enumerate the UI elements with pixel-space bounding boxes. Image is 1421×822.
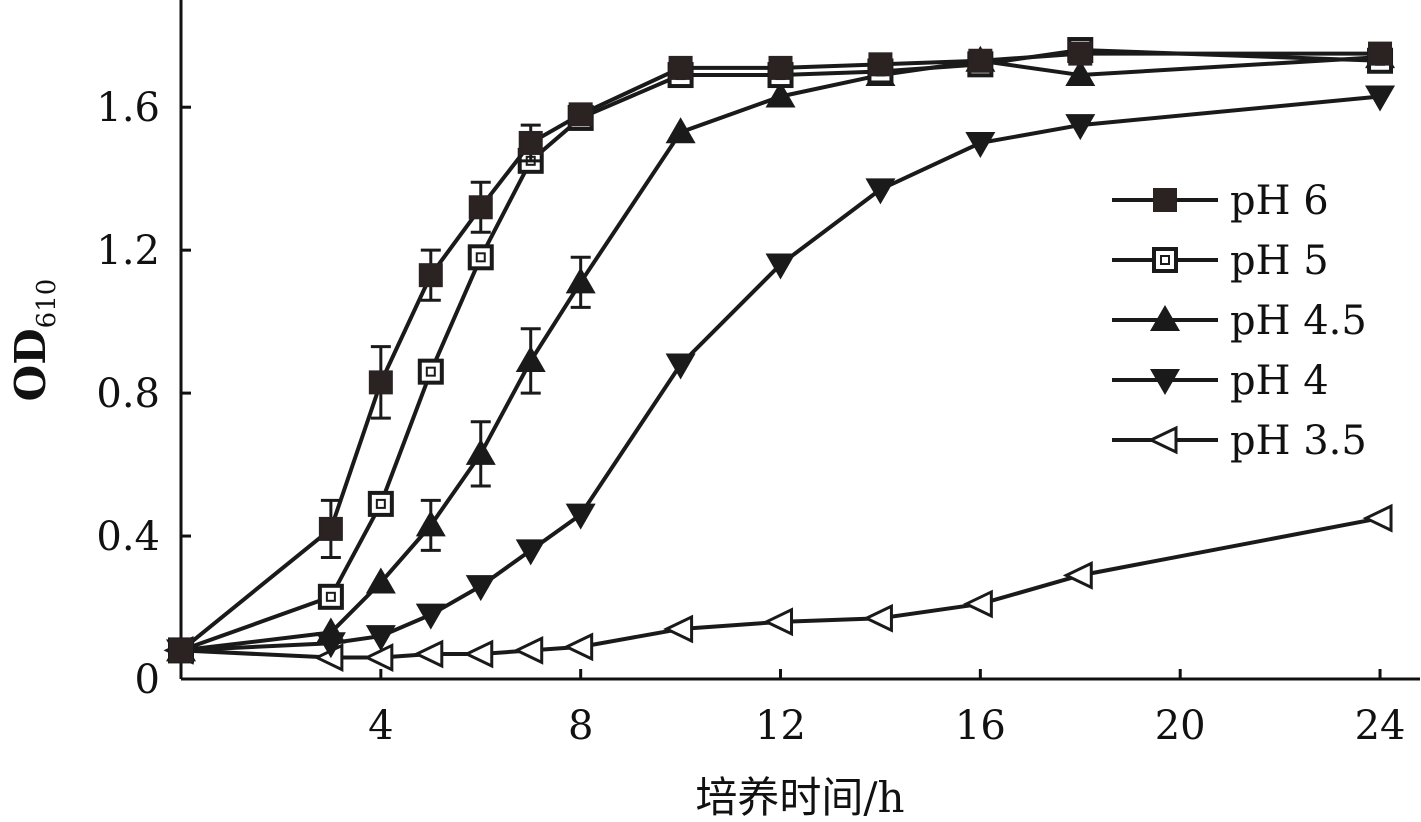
data-point	[968, 48, 993, 73]
legend-item: pH 4	[1112, 358, 1329, 404]
x-tick-label: 12	[755, 703, 806, 749]
legend: pH 6 pH 5 pH 4.5 pH 4 pH 3.5	[1112, 178, 1367, 464]
data-point	[962, 589, 993, 619]
data-point	[565, 267, 596, 294]
series-ph-4	[166, 85, 1396, 666]
series-line	[180, 48, 1381, 653]
data-point	[1362, 503, 1393, 533]
x-tick-label: 4	[368, 703, 393, 749]
data-point	[515, 539, 546, 566]
data-point	[518, 130, 543, 155]
y-tick-label: 0.8	[96, 371, 160, 417]
data-point	[465, 575, 496, 602]
data-point	[965, 131, 996, 158]
data-point	[665, 117, 696, 144]
data-point	[365, 567, 396, 594]
y-axis-title-subscript: 610	[32, 279, 62, 329]
legend-label: pH 4.5	[1230, 298, 1367, 344]
data-point	[768, 55, 793, 80]
marker-center	[375, 498, 386, 509]
data-point	[568, 102, 593, 127]
data-point	[1368, 41, 1393, 66]
y-axis-title: OD610	[6, 279, 62, 402]
data-point	[515, 345, 546, 372]
series-ph-6	[169, 41, 1393, 663]
data-point	[868, 52, 893, 77]
data-point	[1365, 85, 1396, 112]
data-point	[663, 614, 694, 644]
data-point	[363, 643, 394, 672]
legend-item: pH 6	[1112, 178, 1329, 224]
legend-marker	[1150, 305, 1180, 331]
series-ph-4-5	[166, 42, 1396, 662]
data-point	[468, 195, 493, 220]
data-point	[1065, 114, 1096, 141]
data-point	[417, 358, 444, 385]
data-point	[513, 636, 544, 665]
series-ph-3-5	[163, 503, 1393, 672]
data-point	[1065, 60, 1096, 87]
data-point	[765, 81, 796, 108]
x-tick-label: 20	[1155, 703, 1206, 749]
y-tick-label: 1.2	[96, 228, 160, 274]
legend-item: pH 4.5	[1112, 298, 1367, 344]
legend-label: pH 6	[1230, 178, 1329, 224]
series-layer	[163, 37, 1396, 672]
marker-center	[475, 252, 486, 263]
data-point	[367, 490, 394, 517]
data-point	[862, 603, 893, 633]
legend-marker	[1153, 188, 1177, 212]
data-point	[668, 55, 693, 80]
marker-center	[425, 366, 436, 377]
legend-marker	[1152, 247, 1178, 273]
series-ph-5	[168, 37, 1394, 664]
series-line	[179, 51, 1381, 652]
data-point	[368, 370, 393, 395]
legend-label: pH 4	[1230, 358, 1329, 404]
data-point	[665, 353, 696, 380]
x-axis-ticks: 4 8 12 16 20 24	[368, 669, 1405, 749]
data-point	[763, 607, 794, 637]
legend-item: pH 5	[1112, 238, 1329, 284]
data-point	[169, 638, 193, 663]
y-tick-label: 0.4	[96, 514, 160, 560]
legend-label: pH 3.5	[1230, 418, 1367, 464]
data-point	[318, 516, 343, 541]
data-point	[463, 639, 494, 669]
axes	[179, 0, 1420, 681]
x-axis-title: 培养时间/h	[695, 773, 904, 822]
series-line	[180, 94, 1381, 653]
data-point	[1068, 41, 1093, 66]
legend-marker	[1150, 369, 1180, 395]
data-point	[365, 625, 396, 652]
series-line	[180, 55, 1381, 653]
x-tick-label: 8	[568, 703, 593, 749]
marker-center	[1160, 255, 1170, 265]
y-tick-label: 1.6	[96, 85, 160, 131]
y-axis-ticks: 0 0.4 0.8 1.2 1.6	[96, 85, 191, 703]
data-point	[467, 244, 494, 271]
y-tick-label: 0	[135, 657, 160, 703]
x-tick-label: 16	[955, 703, 1006, 749]
y-axis-title-main: OD	[6, 328, 55, 401]
legend-marker	[1147, 425, 1178, 455]
x-tick-label: 24	[1355, 703, 1406, 749]
legend-label: pH 5	[1230, 238, 1329, 284]
data-point	[415, 603, 446, 630]
data-point	[1062, 560, 1093, 590]
data-point	[765, 253, 796, 280]
data-point	[315, 617, 346, 644]
data-point	[413, 639, 444, 669]
data-point	[418, 263, 443, 288]
data-point	[465, 438, 496, 465]
legend-item: pH 3.5	[1112, 418, 1367, 464]
data-point	[565, 503, 596, 530]
data-point	[865, 178, 896, 205]
data-point	[415, 510, 446, 537]
data-point	[563, 632, 594, 662]
marker-center	[325, 591, 336, 602]
data-point	[317, 583, 344, 610]
